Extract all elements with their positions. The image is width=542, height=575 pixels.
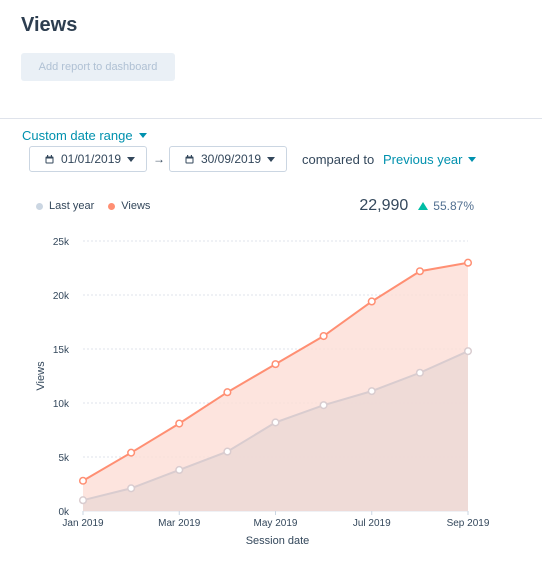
y-tick-label: 20k — [53, 291, 70, 302]
start-date-picker[interactable]: 01/01/2019 — [29, 146, 147, 172]
chevron-down-icon — [267, 156, 276, 162]
point-views — [223, 388, 232, 397]
point-last-year — [223, 447, 232, 456]
y-tick-label: 10k — [53, 399, 70, 410]
change-percent: 55.87% — [433, 199, 474, 213]
point-views — [415, 267, 424, 276]
point-views — [271, 360, 280, 369]
point-last-year — [319, 401, 328, 410]
point-last-year — [271, 418, 280, 427]
legend-label: Last year — [49, 200, 95, 212]
arrow-right-icon: → — [153, 152, 165, 166]
chevron-down-icon — [127, 156, 136, 162]
chevron-down-icon — [468, 157, 477, 162]
x-tick-label: Jul 2019 — [353, 518, 391, 529]
point-last-year — [415, 368, 424, 377]
divider — [0, 118, 542, 119]
x-axis-label: Session date — [246, 535, 310, 547]
chevron-down-icon — [138, 133, 147, 138]
compared-to-label: compared to — [302, 152, 375, 167]
compare-period-dropdown[interactable]: Previous year — [383, 152, 477, 167]
views-area-chart: 0k 5k 10k 15k 20k 25k Jan 2019 Mar 2019 May 2019… — [35, 237, 490, 547]
legend-item-views[interactable]: Views — [108, 200, 150, 212]
x-tick-label: May 2019 — [254, 518, 298, 529]
calendar-icon — [45, 154, 54, 164]
change-indicator: 55.87% — [418, 199, 474, 213]
x-tick-label: Mar 2019 — [158, 518, 201, 529]
y-tick-label: 5k — [58, 453, 70, 464]
point-views — [463, 258, 473, 267]
point-views — [319, 331, 328, 341]
add-report-to-dashboard-button[interactable]: Add report to dashboard — [21, 53, 175, 81]
summary-stats: 22,990 55.87% — [359, 197, 474, 215]
x-tick-label: Jan 2019 — [62, 518, 104, 529]
total-views-value: 22,990 — [359, 197, 409, 214]
calendar-icon — [185, 154, 194, 164]
point-last-year — [127, 484, 136, 493]
point-views — [175, 419, 184, 428]
end-date-picker[interactable]: 30/09/2019 — [169, 146, 287, 172]
triangle-up-icon — [418, 202, 429, 210]
legend-item-last-year[interactable]: Last year — [36, 200, 94, 212]
end-date-value: 30/09/2019 — [201, 152, 262, 166]
legend-dot-icon — [36, 202, 43, 210]
point-views — [127, 448, 136, 457]
page-title: Views — [21, 14, 78, 36]
date-range-label: Custom date range — [22, 128, 133, 143]
legend-dot-icon — [108, 202, 116, 210]
start-date-value: 01/01/2019 — [61, 152, 122, 166]
y-tick-label: 25k — [53, 237, 70, 248]
x-tick-label: Sep 2019 — [447, 518, 490, 529]
y-tick-label: 15k — [53, 345, 70, 356]
y-tick-label: 0k — [58, 507, 70, 518]
y-axis-label: Views — [35, 361, 47, 391]
point-last-year — [463, 347, 473, 356]
legend-label: Views — [121, 200, 151, 212]
point-last-year — [367, 387, 376, 396]
point-views — [78, 476, 88, 485]
point-last-year — [78, 496, 88, 505]
point-views — [367, 297, 376, 306]
date-range-dropdown[interactable]: Custom date range — [22, 128, 147, 143]
point-last-year — [175, 465, 184, 475]
chart-legend: Last year Views — [36, 200, 150, 212]
compare-period-label: Previous year — [383, 152, 463, 167]
